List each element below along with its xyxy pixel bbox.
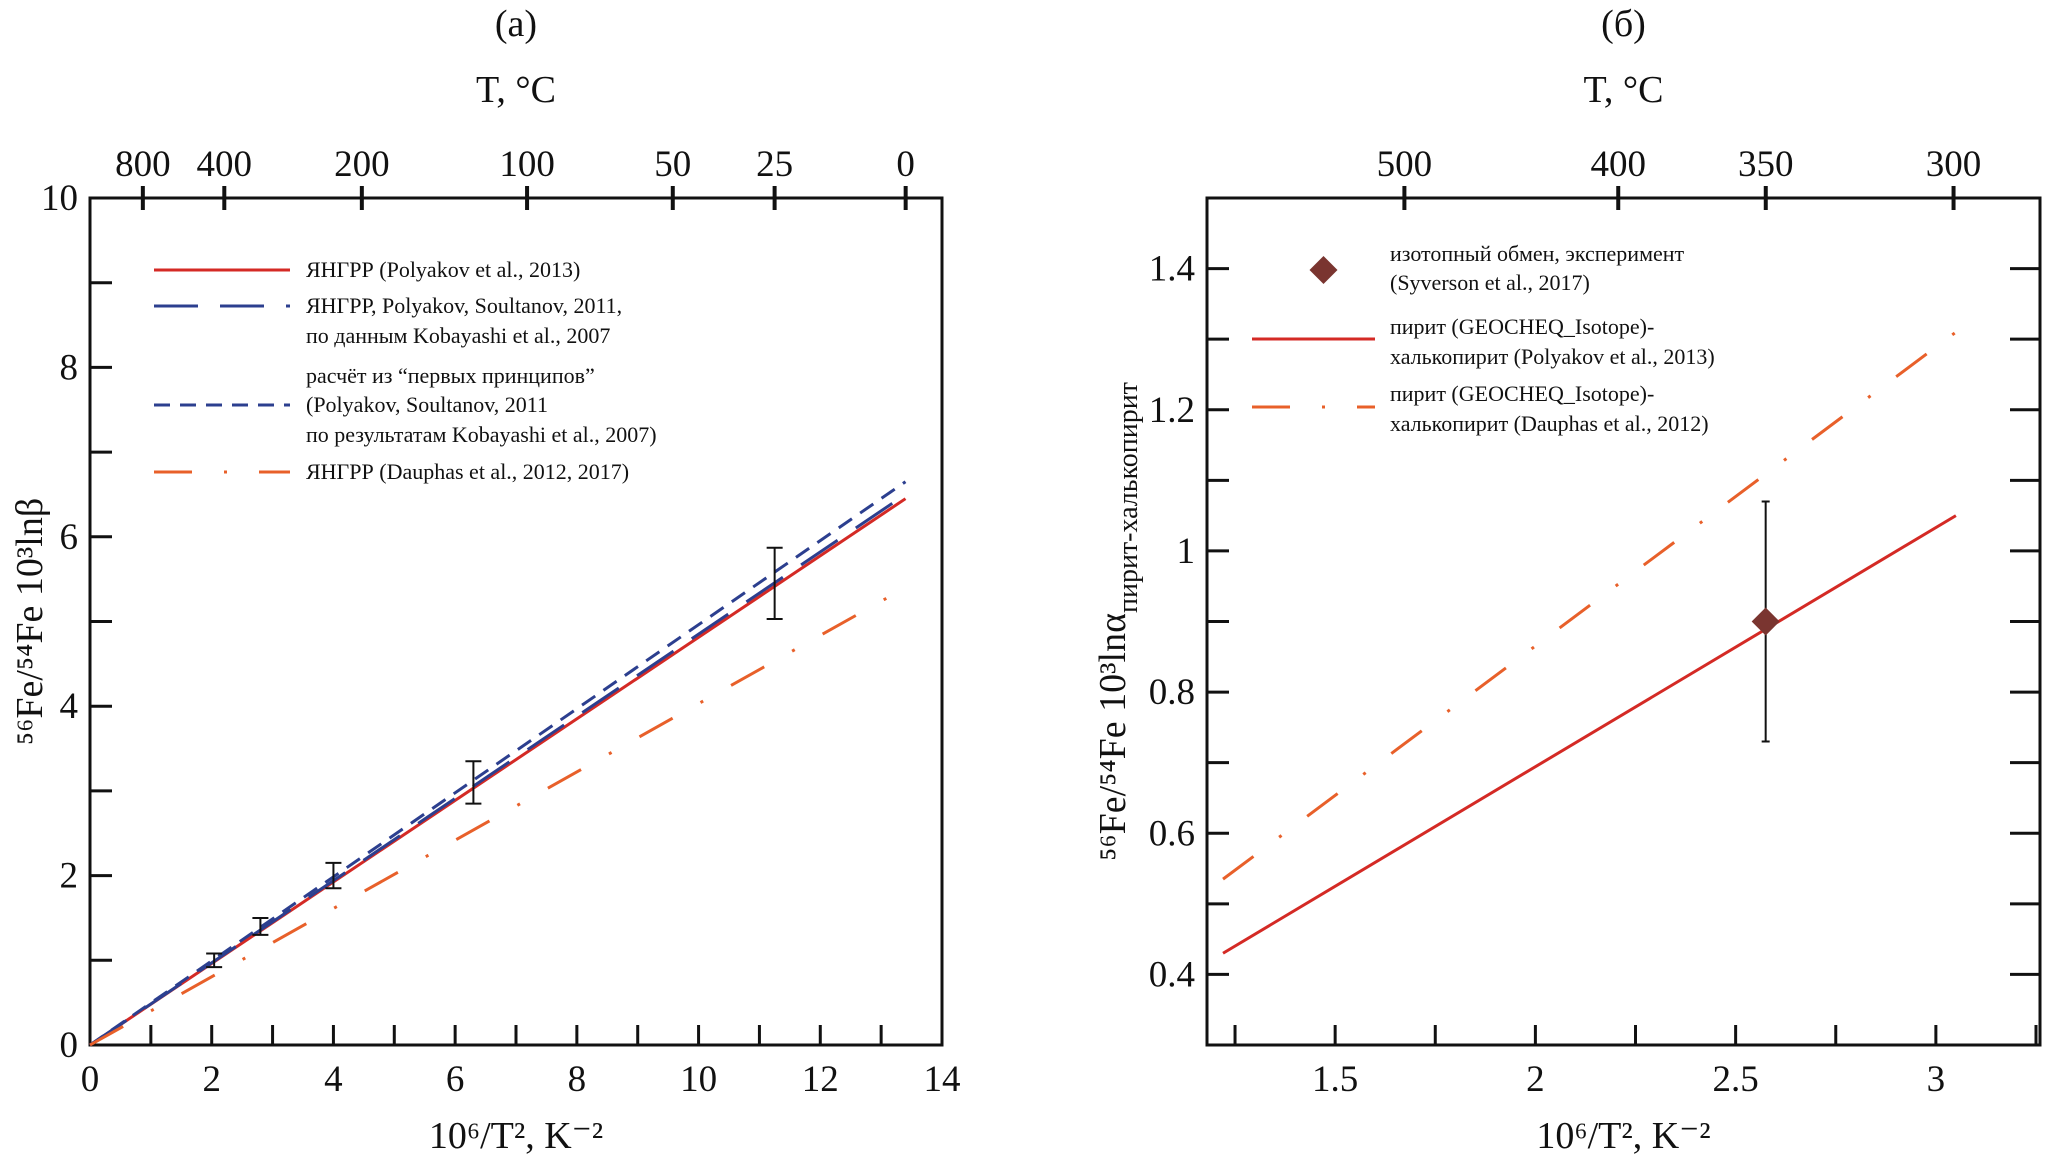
top-tick-label: 800: [115, 144, 171, 185]
top-tick-label: 400: [197, 144, 253, 185]
series-line-2: [89, 493, 907, 1047]
y-tick-label: 10: [41, 178, 78, 219]
top-axis-title: T, °C: [1584, 69, 1664, 111]
top-tick-label: 0: [896, 144, 915, 185]
series-line-4: [89, 586, 907, 1047]
y-tick-label: 2: [60, 856, 79, 897]
x-tick-label: 3: [1927, 1059, 1946, 1100]
legend-label: ЯНГРР (Dauphas et al., 2012, 2017): [306, 459, 629, 484]
top-tick-label: 350: [1738, 144, 1794, 185]
series-line-1: [1222, 514, 1957, 955]
y-tick-label: 0.4: [1149, 954, 1195, 995]
x-axis-title: 10⁶/T², K⁻²: [429, 1115, 603, 1157]
y-tick-label: 1.2: [1149, 390, 1195, 431]
panel-2: (б) T, °C 500 400 350 300 1.5 2 2.5 3 0.4 0.6 0.8 1 1.…: [1092, 3, 2042, 1157]
x-tick-label: 14: [924, 1059, 961, 1100]
legend-label: расчёт из “первых принципов”: [306, 363, 595, 388]
y-tick-label: 8: [60, 347, 79, 388]
top-tick-label: 50: [654, 144, 691, 185]
data-point-diamond: [1751, 607, 1780, 636]
legend: изотопный обмен, эксперимент (Syverson et…: [1252, 241, 1715, 436]
x-tick-label: 1.5: [1312, 1059, 1358, 1100]
x-tick-label: 12: [802, 1059, 839, 1100]
y-tick-label: 0.8: [1149, 672, 1195, 713]
y-axis-title-main: ⁵⁶Fe/⁵⁴Fe 10³lnβ: [9, 498, 51, 745]
panel-label: (a): [495, 3, 537, 45]
x-tick-label: 10: [680, 1059, 717, 1100]
x-tick-label: 4: [324, 1059, 343, 1100]
y-tick-label: 4: [60, 686, 79, 727]
legend-label: ЯНГРР, Polyakov, Soultanov, 2011,: [306, 293, 622, 318]
legend-label: (Polyakov, Soultanov, 2011: [306, 392, 548, 417]
x-axis-title: 10⁶/T², K⁻²: [1536, 1115, 1710, 1157]
x-tick-label: 2: [202, 1059, 221, 1100]
x-tick-label: 2.5: [1713, 1059, 1759, 1100]
legend-label: халькопирит (Polyakov et al., 2013): [1390, 344, 1715, 369]
series-line-2: [1222, 330, 1957, 881]
y-axis-title-main: ⁵⁶Fe/⁵⁴Fe 10³lnα: [1092, 613, 1134, 861]
x-tick-label: 2: [1526, 1059, 1545, 1100]
series-line-3: [89, 480, 907, 1047]
x-tick-label: 0: [81, 1059, 100, 1100]
y-tick-label: 1: [1177, 531, 1196, 572]
legend-label: по данным Kobayashi et al., 2007: [306, 323, 610, 348]
legend: ЯНГРР (Polyakov et al., 2013) ЯНГРР, Poly…: [154, 257, 657, 484]
x-tick-label: 8: [568, 1059, 587, 1100]
y-tick-label: 0.6: [1149, 813, 1195, 854]
y-axis-title: ⁵⁶Fe/⁵⁴Fe 10³lnαпирит-халькопирит: [1092, 382, 1144, 861]
top-tick-label: 200: [334, 144, 390, 185]
top-tick-label: 300: [1926, 144, 1982, 185]
y-tick-label: 6: [60, 517, 79, 558]
legend-label: халькопирит (Dauphas et al., 2012): [1390, 411, 1709, 436]
panel-label: (б): [1601, 3, 1646, 45]
legend-diamond: [1309, 256, 1338, 284]
legend-label: пирит (GEOCHEQ_Isotope)-: [1390, 381, 1654, 406]
legend-label: ЯНГРР (Polyakov et al., 2013): [306, 257, 580, 282]
legend-label: (Syverson et al., 2017): [1390, 270, 1590, 295]
top-tick-label: 100: [499, 144, 555, 185]
top-tick-label: 25: [756, 144, 793, 185]
y-axis-title-subscript: пирит-халькопирит: [1113, 382, 1144, 613]
top-axis-title: T, °C: [476, 69, 556, 111]
top-tick-label: 500: [1377, 144, 1433, 185]
x-tick-label: 6: [446, 1059, 465, 1100]
legend-label: пирит (GEOCHEQ_Isotope)-: [1390, 314, 1654, 339]
y-tick-label: 1.4: [1149, 249, 1195, 290]
y-axis-title: ⁵⁶Fe/⁵⁴Fe 10³lnβ: [9, 498, 51, 745]
legend-label: изотопный обмен, эксперимент: [1390, 241, 1685, 266]
legend-label: по результатам Kobayashi et al., 2007): [306, 422, 657, 447]
top-tick-label: 400: [1590, 144, 1646, 185]
y-tick-label: 0: [60, 1025, 79, 1066]
